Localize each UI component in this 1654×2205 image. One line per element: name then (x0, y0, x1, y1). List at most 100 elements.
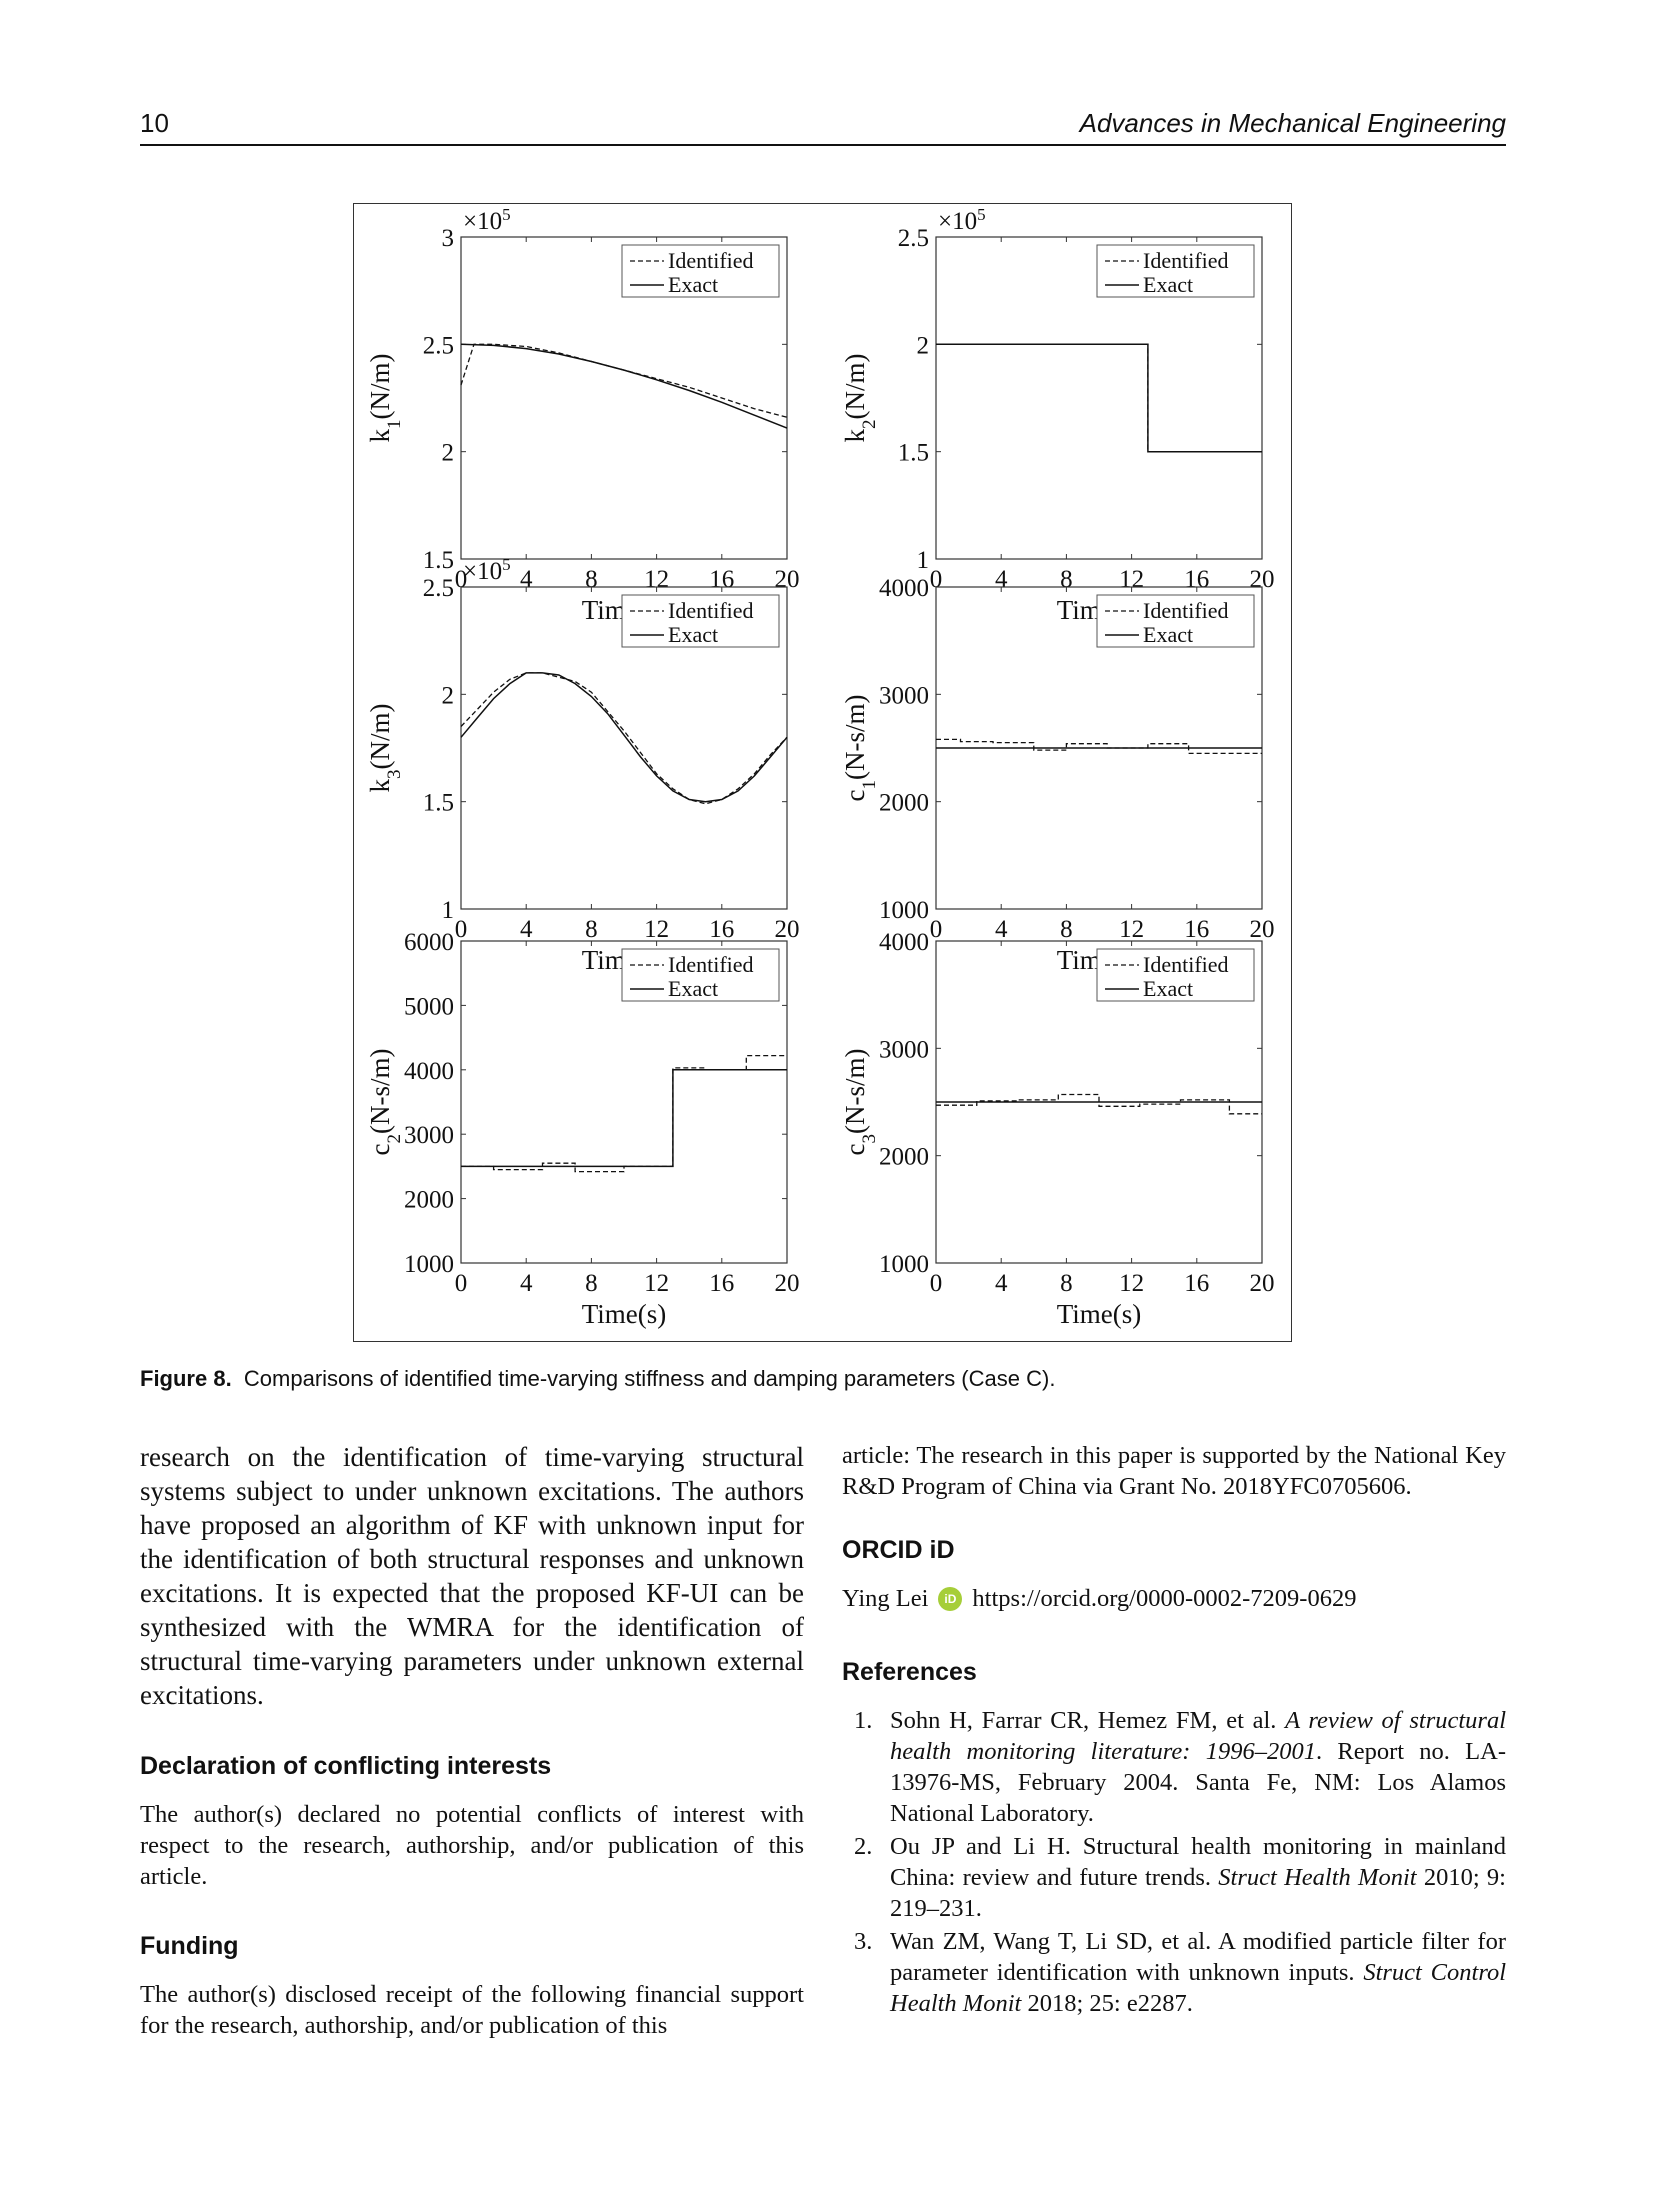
plot-area-frame (460, 586, 788, 910)
x-tick-label: 12 (644, 1270, 669, 1297)
reference-title: A review of structural health monitoring… (890, 1707, 1506, 1765)
series-exact (461, 1069, 787, 1168)
left-column: research on the identification of time-v… (140, 1440, 804, 2081)
x-tick-label: 0 (455, 916, 468, 943)
funding-text: The author(s) disclosed receipt of the f… (140, 1981, 804, 2039)
plot-area-frame (460, 940, 788, 1264)
orcid-heading: ORCID iD (842, 1536, 955, 1564)
x-tick-label: 0 (930, 1270, 943, 1297)
x-tick-label: 4 (520, 1270, 533, 1297)
legend-identified-label: Identified (1143, 952, 1229, 977)
legend-exact-label: Exact (1143, 976, 1193, 1001)
reference-item: 2. Ou JP and Li H. Structural health moni… (842, 1831, 1506, 1924)
y-tick-label: 3000 (404, 1122, 454, 1149)
y-tick-label: 4000 (404, 1058, 454, 1085)
reference-details: 2010; 9: 219–231. (890, 1864, 1506, 1922)
y-tick-label: 3000 (879, 1036, 929, 1063)
x-tick-label: 8 (585, 916, 598, 943)
funding-continued: article: The research in this paper is s… (842, 1442, 1506, 1500)
y-tick-label: 1.5 (423, 547, 454, 574)
x-tick-label: 12 (644, 916, 669, 943)
x-tick-label: 8 (585, 566, 598, 593)
funding-heading: Funding (140, 1932, 239, 1960)
x-tick-label: 20 (775, 916, 800, 943)
series-identified (936, 343, 1262, 453)
x-axis-label: Time(s) (582, 1299, 667, 1329)
header-rule (140, 144, 1506, 146)
legend-identified-label: Identified (1143, 598, 1229, 623)
y-tick-label: 1.5 (898, 440, 929, 467)
y-tick-label: 2.5 (423, 575, 454, 602)
y-tick-label: 1 (917, 547, 930, 574)
right-column: article: The research in this paper is s… (842, 1440, 1506, 2021)
reference-authors: Ou JP and Li H. Structural health monito… (890, 1833, 1506, 1891)
conflict-text: The author(s) declared no potential conf… (140, 1801, 804, 1890)
x-tick-label: 8 (1060, 566, 1073, 593)
x-tick-label: 4 (995, 1270, 1008, 1297)
x-tick-label: 8 (1060, 1270, 1073, 1297)
y-tick-label: 1 (442, 897, 455, 924)
legend-box (621, 594, 780, 648)
x-tick-label: 0 (930, 566, 943, 593)
legend-exact-label: Exact (668, 622, 718, 647)
orcid-icon: iD (938, 1586, 963, 1611)
series-identified (460, 672, 788, 805)
y-tick-label: 2.5 (898, 225, 929, 252)
reference-journal: Struct Control Health Monit (890, 1959, 1506, 2017)
reference-number: 1. (854, 1707, 873, 1734)
page-number: 10 (140, 108, 169, 138)
legend-exact-label: Exact (1143, 272, 1193, 297)
legend-exact-label: Exact (1143, 622, 1193, 647)
x-tick-label: 12 (1119, 916, 1144, 943)
y-axis-label: c1(N-s/m) (840, 695, 880, 802)
legend-box (621, 244, 780, 298)
x-tick-label: 0 (455, 566, 468, 593)
y-tick-label: 2000 (879, 1144, 929, 1171)
x-tick-label: 4 (520, 566, 533, 593)
y-axis-label: k1(N/m) (365, 354, 405, 443)
x-tick-label: 8 (1060, 916, 1073, 943)
series-exact (460, 343, 788, 429)
x-tick-label: 4 (995, 916, 1008, 943)
x-tick-label: 4 (520, 916, 533, 943)
reference-authors: Sohn H, Farrar CR, Hemez FM, et al. (890, 1707, 1286, 1734)
y-tick-label: 3 (442, 225, 455, 252)
subplot-k2: 04812162011.522.5Time(s)k2(N/m)×105Ident… (840, 205, 1275, 626)
subplot-c3: 0 4 8 12 16 20 1000 2000 3000 4000 Time(s) c3(N-s/m… (840, 929, 1275, 1329)
x-tick-label: 16 (709, 916, 734, 943)
x-tick-label: 16 (1184, 1270, 1209, 1297)
subplot-k1: 0481216201.522.53Time(s)k1(N/m)×105Ident… (365, 205, 800, 626)
figure-caption: Figure 8. Comparisons of identified time… (140, 1366, 1055, 1392)
plot-area-frame (460, 236, 788, 560)
y-tick-label: 1000 (879, 1251, 929, 1278)
references-heading: References (842, 1658, 977, 1686)
x-tick-label: 0 (455, 1270, 468, 1297)
series-exact (460, 672, 788, 803)
subplot-c2: 0 4 8 12 16 20 1000 2000 3000 4000 5000 6000 Time(s)… (365, 929, 800, 1329)
y-axis-label: k2(N/m) (840, 354, 880, 443)
y-axis-label: c2(N-s/m) (365, 1049, 405, 1156)
x-tick-label: 16 (1184, 916, 1209, 943)
y-tick-label: 6000 (404, 929, 454, 956)
y-axis-label: k3(N/m) (365, 704, 405, 793)
orcid-name: Ying Lei (842, 1585, 929, 1612)
y-tick-label: 4000 (879, 929, 929, 956)
y-axis-label: c3(N-s/m) (840, 1049, 880, 1156)
y-tick-label: 1000 (879, 897, 929, 924)
y-tick-label: 4000 (879, 575, 929, 602)
legend-identified-label: Identified (668, 598, 754, 623)
plot-area-frame (935, 236, 1263, 560)
y-tick-label: 2000 (404, 1187, 454, 1214)
x-axis-label: Time(s) (1057, 1299, 1142, 1329)
legend-box (621, 948, 780, 1002)
series-identified (461, 1054, 787, 1173)
axis-multiplier: ×105 (463, 555, 511, 586)
orcid-link[interactable]: https://orcid.org/0000-0002-7209-0629 (972, 1585, 1357, 1612)
x-tick-label: 20 (1250, 1270, 1275, 1297)
axis-multiplier: ×105 (463, 205, 511, 236)
legend-identified-label: Identified (668, 952, 754, 977)
x-tick-label: 20 (1250, 916, 1275, 943)
figure-8: 0481216201.522.53Time(s)k1(N/m)×105Ident… (353, 203, 1292, 1342)
legend-box (1096, 948, 1255, 1002)
reference-authors: Wan ZM, Wang T, Li SD, et al. A modified… (890, 1928, 1506, 1986)
